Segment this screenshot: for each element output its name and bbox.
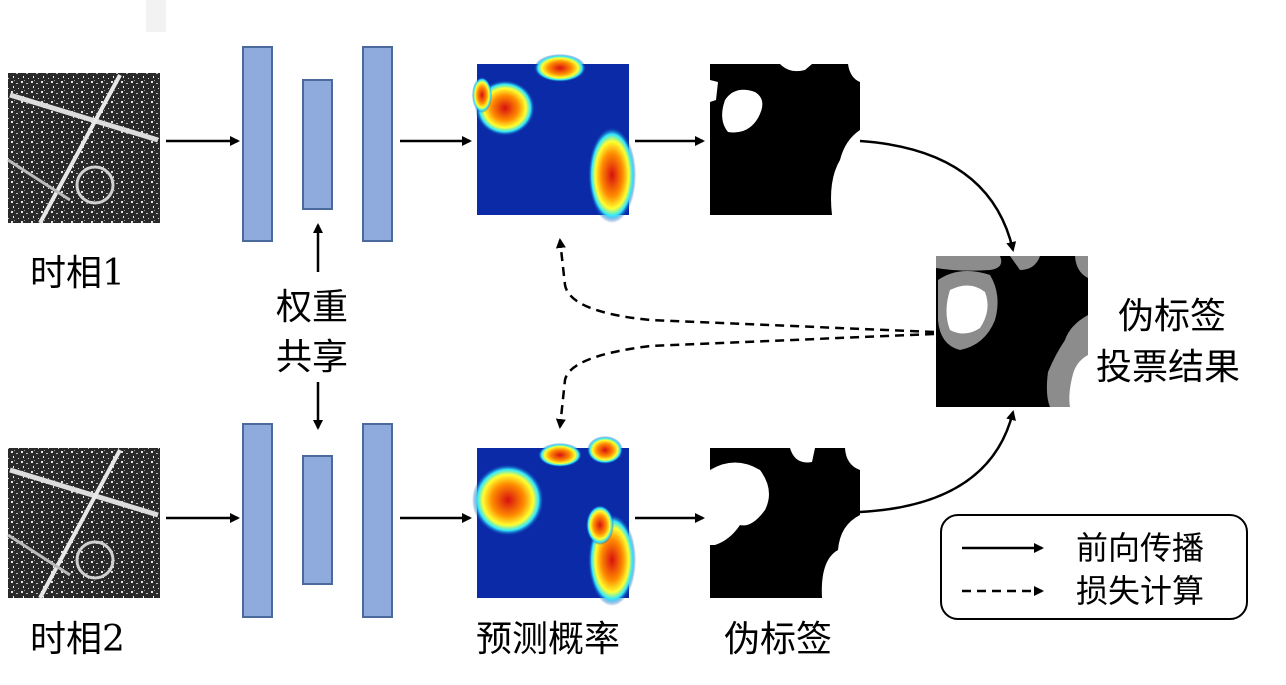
probability-map-bottom bbox=[472, 436, 636, 606]
label-shared-weights-1: 权重 bbox=[276, 287, 349, 328]
legend-forward-label: 前向传播 bbox=[1076, 529, 1205, 567]
loss-arrows bbox=[555, 238, 935, 429]
label-phase1: 时相1 bbox=[30, 253, 125, 294]
forward-arrows bbox=[166, 136, 1017, 523]
legend-lines bbox=[962, 543, 1044, 596]
network-top bbox=[242, 46, 393, 242]
label-pred-prob: 预测概率 bbox=[476, 619, 621, 660]
network-bottom bbox=[242, 423, 393, 618]
label-vote-2: 投票结果 bbox=[1096, 347, 1241, 388]
sar-image-phase1 bbox=[7, 73, 160, 224]
pseudo-label-bottom bbox=[710, 448, 860, 598]
corner-artifact bbox=[146, 0, 166, 32]
label-vote-1: 伪标签 bbox=[1118, 296, 1227, 337]
label-pseudo-label: 伪标签 bbox=[724, 619, 833, 660]
legend-loss-label: 损失计算 bbox=[1076, 572, 1205, 610]
sar-image-phase2 bbox=[7, 448, 160, 599]
label-phase2: 时相2 bbox=[30, 619, 125, 660]
legend bbox=[940, 514, 1248, 620]
probability-map-top bbox=[472, 54, 636, 223]
pseudo-label-top bbox=[710, 64, 860, 215]
label-shared-weights-2: 共享 bbox=[276, 337, 349, 378]
vote-result-map bbox=[936, 256, 1088, 407]
